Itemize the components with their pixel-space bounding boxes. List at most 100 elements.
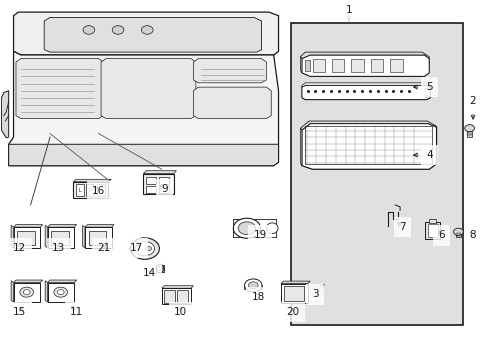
Bar xyxy=(86,184,94,196)
Bar xyxy=(425,95,427,97)
Polygon shape xyxy=(11,225,14,248)
Text: 19: 19 xyxy=(253,230,266,240)
Bar xyxy=(312,59,324,72)
Circle shape xyxy=(145,247,151,251)
Bar xyxy=(47,283,74,302)
Polygon shape xyxy=(44,18,261,52)
Text: 20: 20 xyxy=(286,307,299,317)
Bar xyxy=(14,283,40,302)
Polygon shape xyxy=(301,83,429,87)
Bar xyxy=(145,186,155,193)
Text: 4: 4 xyxy=(413,150,432,160)
Text: 21: 21 xyxy=(97,243,110,253)
Polygon shape xyxy=(300,128,301,166)
Polygon shape xyxy=(45,225,47,248)
Bar xyxy=(97,184,105,196)
Text: 17: 17 xyxy=(130,243,143,253)
Circle shape xyxy=(54,287,67,297)
Polygon shape xyxy=(301,55,428,76)
Polygon shape xyxy=(9,144,278,166)
Text: 11: 11 xyxy=(70,306,83,317)
Text: 15: 15 xyxy=(13,307,26,317)
Bar xyxy=(162,288,191,304)
Bar xyxy=(159,186,169,193)
Polygon shape xyxy=(14,280,42,283)
Bar xyxy=(425,222,439,239)
Polygon shape xyxy=(16,59,103,118)
Circle shape xyxy=(244,279,262,292)
Polygon shape xyxy=(300,121,436,130)
Polygon shape xyxy=(14,225,42,227)
Bar xyxy=(428,219,435,223)
Bar xyxy=(290,23,462,325)
Polygon shape xyxy=(47,280,77,283)
Bar xyxy=(89,231,106,245)
Bar xyxy=(331,59,344,72)
Bar xyxy=(85,227,112,248)
Polygon shape xyxy=(300,52,428,59)
Text: 18: 18 xyxy=(251,292,264,302)
Polygon shape xyxy=(9,51,278,166)
Text: 16: 16 xyxy=(92,186,105,196)
Text: I: I xyxy=(100,188,102,193)
Text: 3: 3 xyxy=(311,284,324,299)
Polygon shape xyxy=(45,281,47,302)
Circle shape xyxy=(135,242,154,256)
Bar xyxy=(159,177,169,184)
Bar xyxy=(455,231,460,237)
Bar xyxy=(305,126,431,164)
Circle shape xyxy=(57,290,64,295)
Bar xyxy=(143,174,173,194)
Bar xyxy=(18,231,35,245)
Bar xyxy=(156,265,163,272)
Text: 10: 10 xyxy=(173,307,186,317)
Circle shape xyxy=(23,290,30,295)
Bar xyxy=(425,88,427,90)
Circle shape xyxy=(20,287,33,297)
Polygon shape xyxy=(1,91,9,138)
Text: 1: 1 xyxy=(345,5,352,21)
Circle shape xyxy=(464,125,473,132)
Bar xyxy=(281,284,307,303)
Text: 12: 12 xyxy=(13,243,26,253)
Bar xyxy=(164,291,175,302)
Bar xyxy=(76,184,83,196)
Circle shape xyxy=(130,238,159,259)
Circle shape xyxy=(453,228,462,235)
Polygon shape xyxy=(101,59,196,118)
Text: 7: 7 xyxy=(397,222,405,232)
Text: D: D xyxy=(88,188,92,193)
Polygon shape xyxy=(73,179,111,182)
Polygon shape xyxy=(85,225,114,227)
Text: L: L xyxy=(78,188,81,193)
Polygon shape xyxy=(47,225,77,227)
Bar xyxy=(145,177,155,184)
Circle shape xyxy=(248,282,258,289)
Polygon shape xyxy=(301,123,436,169)
Circle shape xyxy=(112,26,123,34)
Text: 8: 8 xyxy=(469,230,475,240)
Bar xyxy=(177,291,188,302)
Circle shape xyxy=(157,266,163,271)
Polygon shape xyxy=(82,225,85,248)
Ellipse shape xyxy=(266,223,278,234)
Circle shape xyxy=(233,218,260,238)
Text: 2: 2 xyxy=(469,96,475,119)
Bar xyxy=(427,224,437,237)
Bar xyxy=(51,231,69,245)
Text: 6: 6 xyxy=(437,230,444,240)
Bar xyxy=(370,59,382,72)
Polygon shape xyxy=(193,87,271,118)
Polygon shape xyxy=(281,281,309,284)
Polygon shape xyxy=(143,171,176,174)
Bar xyxy=(244,285,262,289)
Polygon shape xyxy=(11,281,14,302)
Bar xyxy=(284,287,303,301)
Text: 5: 5 xyxy=(413,82,432,92)
Bar xyxy=(47,227,74,248)
Polygon shape xyxy=(14,12,278,55)
Bar xyxy=(389,59,402,72)
Text: 14: 14 xyxy=(143,268,156,278)
Text: 9: 9 xyxy=(159,184,167,194)
Bar xyxy=(129,247,134,250)
